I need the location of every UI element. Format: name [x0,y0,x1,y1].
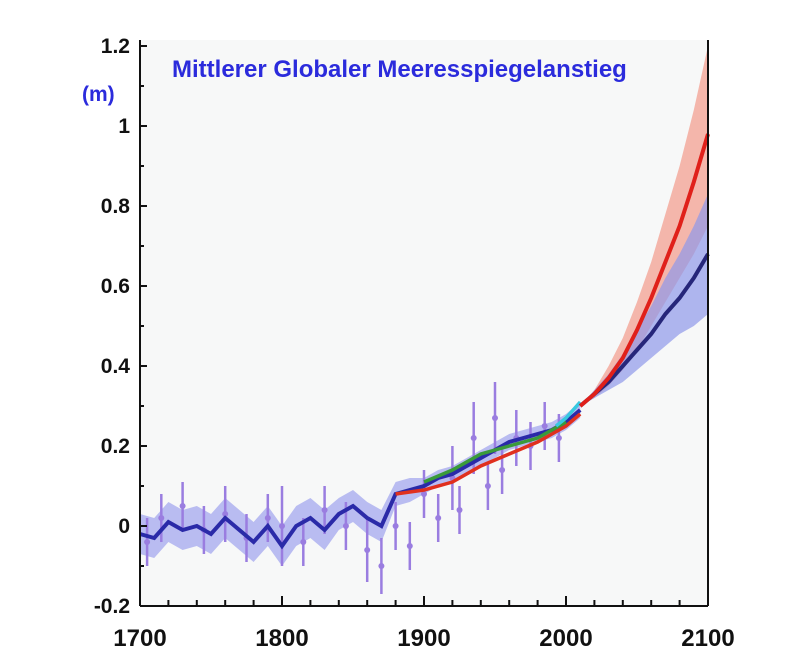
y-tick-label: 0.4 [101,355,131,378]
y-tick-label: 1.2 [101,35,130,58]
x-tick-label: 1700 [113,625,166,652]
tide-point [264,515,271,521]
reconstruction-uncertainty-band [140,402,581,566]
reconstruction-line [139,408,582,550]
tide-point [470,435,477,441]
chart-title: Mittlerer Globaler Meeresspiegelanstieg [172,56,627,83]
green-line [423,420,567,484]
proj-high-line [578,133,710,408]
tide-point [492,415,498,421]
tide-point [435,515,442,521]
x-tick-label: 2000 [539,625,592,652]
tide-point [300,539,307,545]
y-axis-label: (m) [82,83,115,106]
tide-point [406,543,413,549]
tide-point [555,435,562,441]
x-tick-label: 1800 [255,625,308,652]
y-tick-label: 0.8 [101,195,131,218]
tide-point [364,547,371,553]
tide-point [499,467,506,473]
tide-point [541,423,548,429]
satellite-line [554,400,582,428]
tide-point [392,523,399,529]
tide-point [279,523,285,529]
tide-point [321,507,328,513]
tide-point [456,507,463,513]
tide-gauge-line [395,412,582,496]
tide-point [179,503,186,509]
y-tick-label: 1 [118,115,130,138]
tide-point [144,539,151,545]
y-tick-label: 0.6 [101,275,130,298]
x-tick-label: 1900 [397,625,450,652]
y-tick-label: 0 [118,515,130,538]
y-tick-label: -0.2 [94,595,130,618]
proj-low-band [580,194,708,406]
tide-point [421,491,427,497]
tide-point [378,563,385,569]
tide-point [222,511,229,517]
tide-point [484,483,491,489]
tide-point [342,523,349,529]
tide-point [158,515,165,521]
y-tick-label: 0.2 [101,435,130,458]
x-tick-label: 2100 [681,625,734,652]
